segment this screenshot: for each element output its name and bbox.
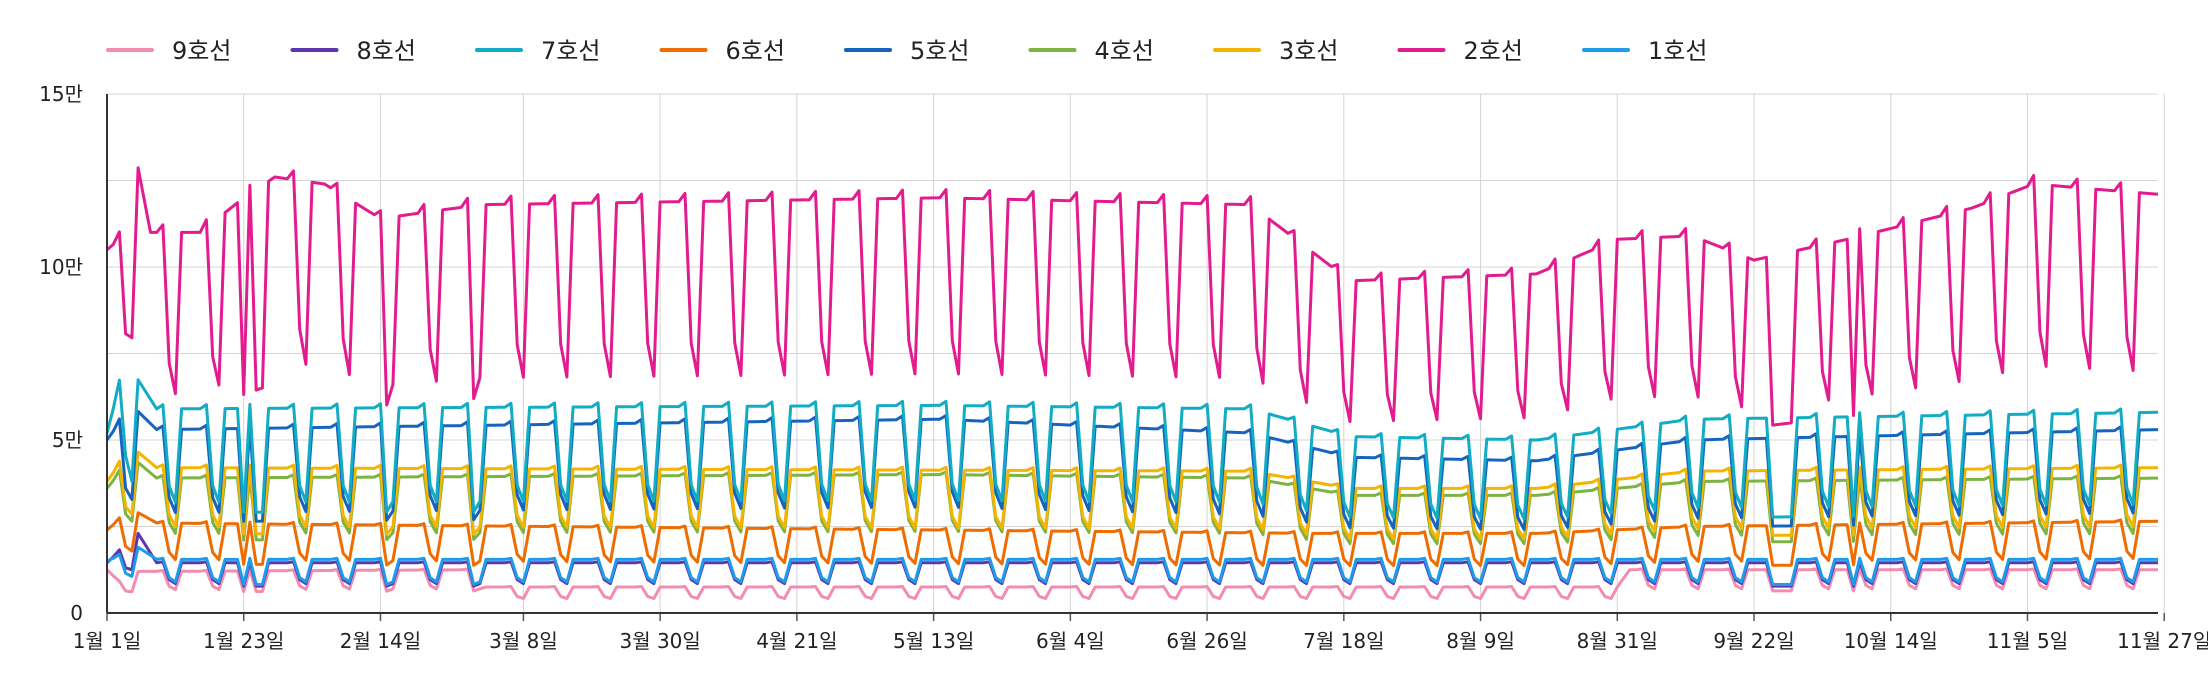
x-tick-label: 9월 22일 (1713, 629, 1794, 653)
series-layer (105, 166, 2159, 600)
grid-layer (107, 93, 2165, 613)
legend-item: 1호선 (1582, 37, 1707, 65)
legend-label: 4호선 (1095, 37, 1154, 65)
legend-item: 3호선 (1213, 37, 1338, 65)
x-tick-label: 5월 13일 (893, 629, 974, 653)
x-tick-label: 1월 1일 (73, 629, 142, 653)
legend-item: 6호선 (659, 37, 785, 65)
x-tick-label: 3월 30일 (619, 629, 700, 653)
series-line-6호선 (106, 511, 2159, 568)
x-tick-label: 7월 18일 (1303, 629, 1384, 653)
legend: 9호선 8호선 7호선 6호선 5호선 4호선 3호선 2호선 1호선 (106, 37, 1707, 65)
x-tick-label: 1월 23일 (203, 629, 284, 653)
legend-label: 9호선 (172, 37, 231, 65)
x-tick-label: 10월 14일 (1844, 629, 1938, 653)
y-tick-label: 15만 (39, 82, 83, 106)
x-tick-label: 8월 31일 (1577, 629, 1658, 653)
series-line-5호선 (105, 410, 2159, 532)
legend-label: 2호선 (1464, 37, 1523, 65)
legend-label: 1호선 (1648, 37, 1707, 65)
x-tick-label: 11월 27일 (2117, 629, 2208, 653)
y-tick-label: 10만 (39, 255, 83, 279)
legend-item: 2호선 (1397, 37, 1523, 65)
x-tick-label: 8월 9일 (1446, 629, 1515, 653)
legend-item: 9호선 (106, 37, 231, 65)
legend-label: 6호선 (726, 37, 785, 65)
x-tick-label: 11월 5일 (1987, 629, 2068, 653)
axis-layer: 0 5만 10만 15만 1월 1일 1월 23일 2월 14일 3월 8일 3월 30일 4월 … (39, 82, 2208, 653)
legend-item: 7호선 (475, 37, 600, 65)
x-tick-label: 2월 14일 (340, 629, 421, 653)
series-line-1호선 (106, 545, 2158, 586)
legend-label: 8호선 (357, 37, 416, 65)
x-tick-label: 4월 21일 (756, 629, 837, 653)
series-line-3호선 (105, 450, 2158, 541)
x-tick-label: 6월 4일 (1036, 629, 1105, 653)
legend-label: 7호선 (541, 37, 600, 65)
legend-label: 3호선 (1279, 37, 1338, 65)
legend-item: 4호선 (1028, 37, 1154, 65)
legend-item: 8호선 (290, 37, 416, 65)
series-line-7호선 (105, 378, 2159, 521)
x-tick-label: 6월 26일 (1166, 629, 1247, 653)
x-tick-label: 3월 8일 (489, 629, 558, 653)
y-tick-label: 5만 (52, 428, 83, 452)
legend-label: 5호선 (910, 37, 969, 65)
series-line-9호선 (105, 567, 2158, 600)
y-tick-label: 0 (70, 601, 83, 625)
series-line-2호선 (106, 166, 2159, 427)
legend-item: 5호선 (844, 37, 969, 65)
